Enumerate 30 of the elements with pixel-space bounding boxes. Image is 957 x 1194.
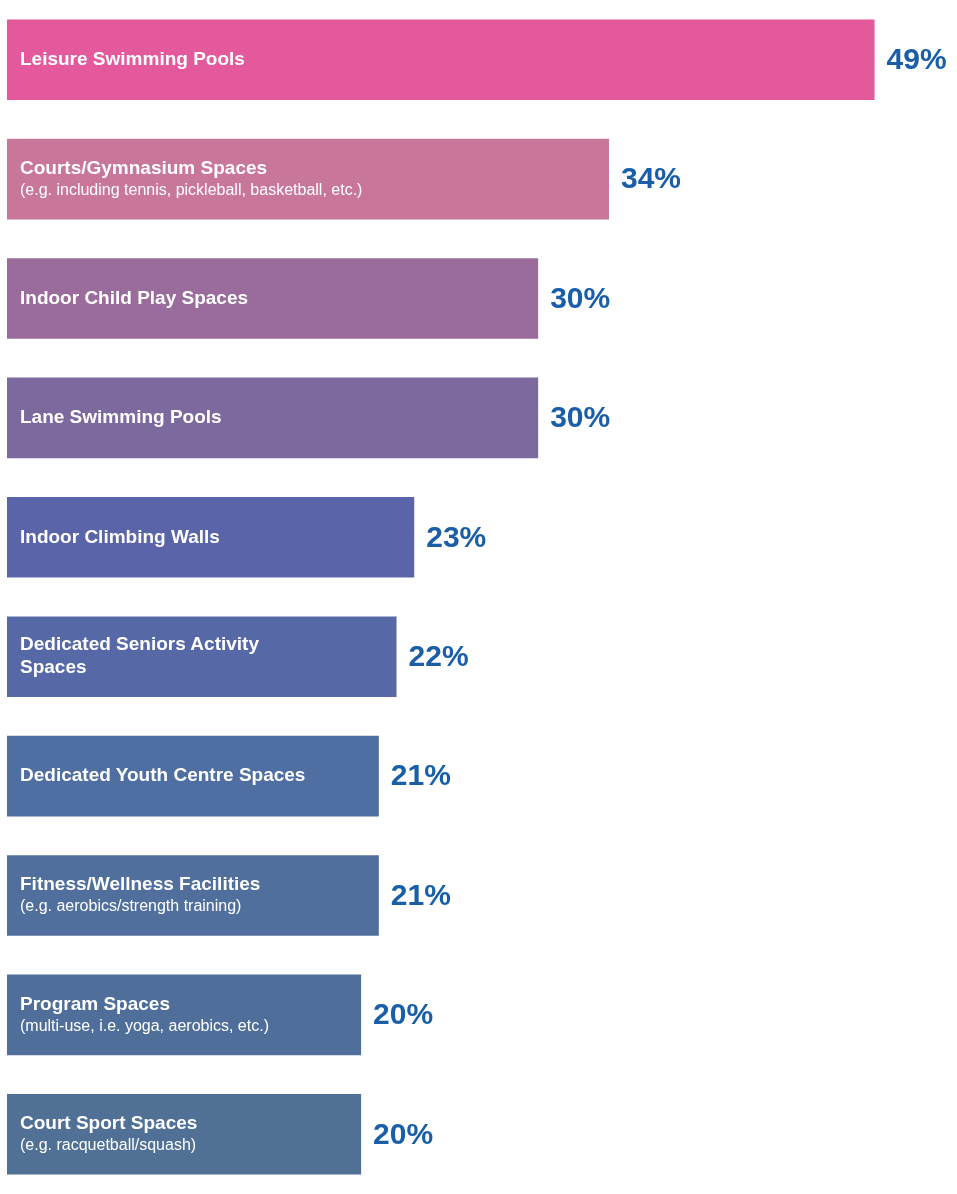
y-tick-label: Fitness/Wellness Facilities (e.g. aerobics/strength training) [20, 873, 261, 915]
bar [7, 855, 379, 936]
bar [7, 138, 609, 220]
data-label: 21% [390, 877, 451, 911]
y-tick-label: Lane Swimming Pools [20, 406, 222, 428]
y-tick-label: Indoor Child Play Spaces [20, 286, 249, 308]
data-label: 34% [620, 161, 682, 195]
y-tick-label: Dedicated Seniors Activity Spaces [20, 633, 260, 678]
data-label: 21% [390, 758, 451, 792]
data-label: 22% [408, 638, 469, 672]
y-tick-label: Dedicated Youth Centre Spaces [20, 764, 306, 786]
bar [7, 974, 362, 1056]
bar [7, 616, 397, 697]
y-tick-label: Court Sport Spaces (e.g. racquetball/squash) [20, 1112, 198, 1154]
data-label: 20% [373, 997, 434, 1031]
data-label: 49% [886, 41, 947, 75]
bar [7, 1094, 362, 1175]
bar [7, 19, 875, 100]
y-tick-label: Leisure Swimming Pools [20, 47, 245, 69]
y-tick-label: Program Spaces (multi-use, i.e. yoga, aerobics, etc.) [20, 992, 269, 1034]
bar [7, 377, 539, 459]
bar [7, 258, 539, 339]
data-label: 23% [426, 519, 487, 553]
y-tick-label: Courts/Gymnasium Spaces (e.g. including tennis, pickleball, basketball, etc.) [20, 156, 363, 199]
bar [7, 497, 415, 578]
bar [7, 735, 379, 817]
data-label: 30% [550, 400, 611, 434]
data-label: 30% [550, 280, 611, 314]
data-label: 20% [373, 1116, 434, 1150]
y-tick-label: Indoor Climbing Walls [20, 525, 220, 547]
